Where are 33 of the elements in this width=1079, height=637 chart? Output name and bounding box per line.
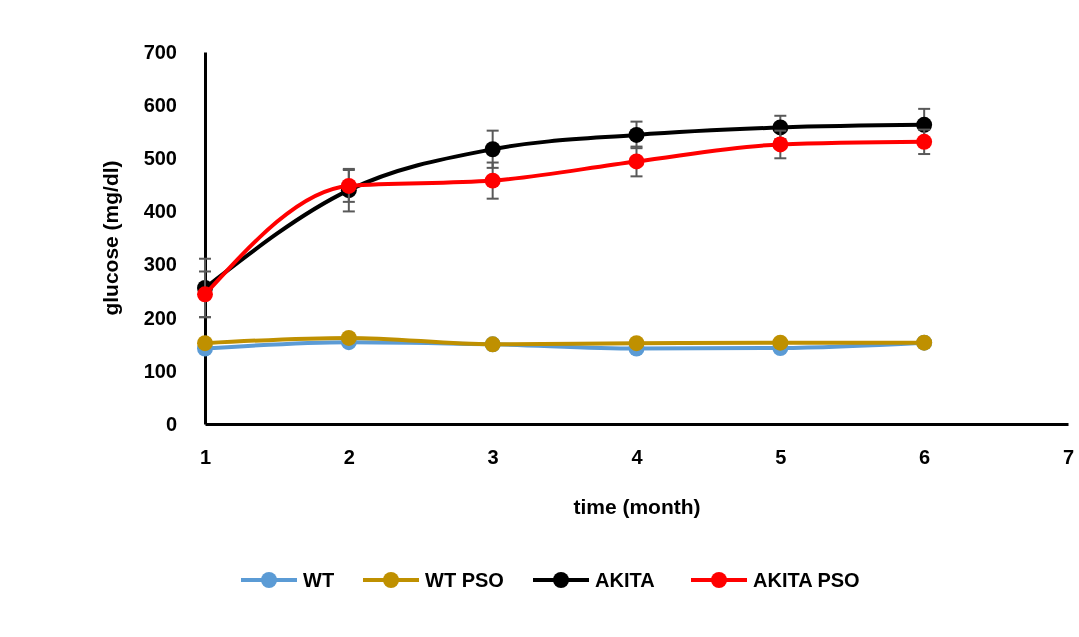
point	[772, 136, 789, 153]
point	[484, 172, 501, 189]
point	[197, 286, 213, 303]
y-tick-label: 300	[143, 253, 177, 276]
point	[628, 126, 645, 143]
y-tick-label: 500	[143, 147, 177, 170]
x-tick-label: 7	[1062, 446, 1075, 469]
y-tick-label: 400	[143, 200, 177, 223]
x-tick-label: 1	[199, 446, 212, 469]
y-tick-label: 200	[143, 306, 177, 329]
legend-label: WT	[303, 569, 335, 591]
y-tick-label: 700	[143, 40, 177, 63]
y-tick-label: 600	[143, 94, 177, 117]
y-tick-label: 100	[143, 359, 177, 382]
x-tick-label: 5	[775, 446, 787, 469]
point	[772, 334, 789, 351]
point	[628, 335, 645, 352]
legend-label: WT PSO	[425, 569, 504, 591]
point	[340, 177, 357, 194]
x-tick-label: 4	[631, 446, 644, 469]
x-tick-label: 3	[487, 446, 499, 469]
x-tick-label: 6	[919, 446, 931, 469]
x-axis-title: time (month)	[573, 495, 701, 518]
x-tick-label: 2	[343, 446, 355, 469]
legend-label: AKITA	[595, 569, 655, 591]
y-tick-label: 0	[165, 412, 177, 435]
point	[340, 329, 357, 346]
point	[916, 133, 933, 150]
legend-label: AKITA PSO	[753, 569, 860, 591]
point	[484, 141, 501, 158]
point	[628, 153, 645, 170]
point	[197, 335, 213, 352]
y-axis-title: glucose (mg/dl)	[99, 160, 122, 316]
